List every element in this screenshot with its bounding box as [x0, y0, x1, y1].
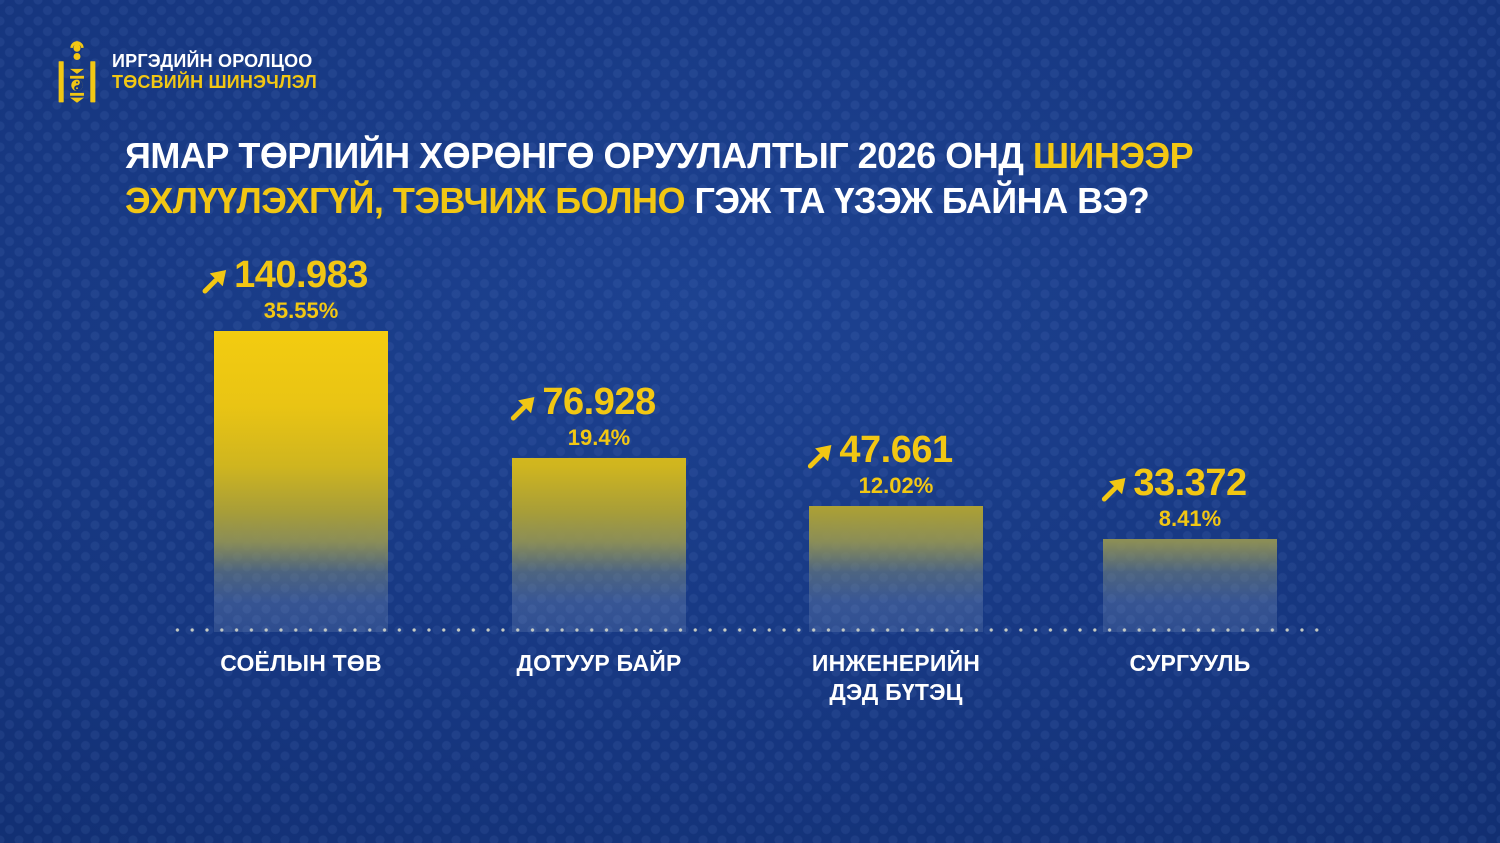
bar-value-group: 47.661 12.02%	[807, 429, 953, 499]
bar-percent: 35.55%	[263, 298, 339, 323]
bar	[1103, 539, 1277, 632]
title-segment-highlight: ШИНЭЭР	[1032, 135, 1194, 176]
bar-percent: 12.02%	[858, 473, 934, 498]
brand-name-line2: ТӨСВИЙН ШИНЭЧЛЭЛ	[112, 72, 317, 92]
cursor-arrow-ne-icon	[510, 396, 535, 421]
category-label: СУРГУУЛЬ	[1129, 650, 1251, 676]
bar-value-group: 140.983 35.55%	[202, 254, 368, 324]
bar-percent: 19.4%	[567, 425, 631, 450]
title-line-2: ЭХЛҮҮЛЭХГҮЙ, ТЭВЧИЖ БОЛНО ГЭЖ ТА ҮЗЭЖ БА…	[125, 178, 1385, 223]
bar-percent: 8.41%	[1158, 506, 1222, 531]
bar-value-group: 33.372 8.41%	[1101, 462, 1247, 532]
title-line-1: ЯМАР ТӨРЛИЙН ХӨРӨНГӨ ОРУУЛАЛТЫГ 2026 ОНД…	[125, 133, 1385, 178]
soyombo-icon	[58, 40, 96, 104]
title-segment-highlight: ЭХЛҮҮЛЭХГҮЙ, ТЭВЧИЖ БОЛНО	[125, 180, 695, 221]
page-title: ЯМАР ТӨРЛИЙН ХӨРӨНГӨ ОРУУЛАЛТЫГ 2026 ОНД…	[125, 133, 1385, 223]
bar	[512, 458, 686, 632]
brand-name-line1: ИРГЭДИЙН ОРОЛЦОО	[112, 51, 313, 71]
bar-value: 76.928	[542, 381, 656, 423]
axis-baseline-dotted	[170, 628, 1330, 632]
bar-value: 47.661	[839, 429, 953, 471]
bar-value-group: 76.928 19.4%	[510, 381, 656, 451]
cursor-arrow-ne-icon	[1101, 477, 1126, 502]
category-label: СОЁЛЫН ТӨВ	[220, 650, 382, 676]
bar-value: 140.983	[234, 254, 368, 296]
bar	[214, 331, 388, 632]
bar	[809, 506, 983, 632]
category-label: ДОТУУР БАЙР	[516, 650, 682, 676]
category-label: ИНЖЕНЕРИЙН ДЭД БҮТЭЦ	[811, 650, 981, 705]
bar-value: 33.372	[1133, 462, 1247, 504]
cursor-arrow-ne-icon	[202, 269, 227, 294]
cursor-arrow-ne-icon	[807, 444, 832, 469]
title-segment: ГЭЖ ТА ҮЗЭЖ БАЙНА ВЭ?	[694, 180, 1150, 221]
brand-name: ИРГЭДИЙН ОРОЛЦОО ТӨСВИЙН ШИНЭЧЛЭЛ	[112, 51, 317, 93]
title-segment: ЯМАР ТӨРЛИЙН ХӨРӨНГӨ ОРУУЛАЛТЫГ 2026 ОНД	[125, 135, 1033, 176]
brand-logo: ИРГЭДИЙН ОРОЛЦОО ТӨСВИЙН ШИНЭЧЛЭЛ	[58, 40, 317, 104]
